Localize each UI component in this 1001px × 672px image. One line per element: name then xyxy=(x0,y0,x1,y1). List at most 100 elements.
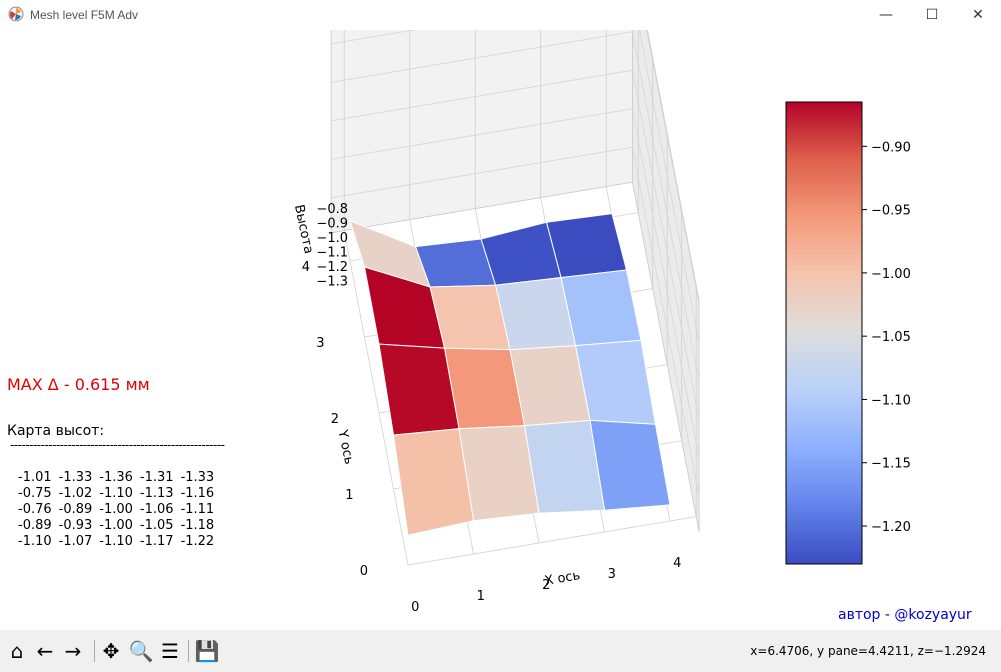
window-title: Mesh level F5M Adv xyxy=(30,8,139,22)
y-axis-label: Y ось xyxy=(334,428,356,466)
z-tick-label: −1.2 xyxy=(316,260,348,275)
height-map-cell: -1.11 xyxy=(180,502,215,517)
cursor-coordinates: x=6.4706, y pane=4.4211, z=−1.2924 xyxy=(750,644,986,658)
height-map-cell: -1.00 xyxy=(99,518,133,533)
axis-labels: 0 1 2 3 4 0 1 2 3 4 −0.8−0.9−1.0−1.1−1.2−1.3 X ось Y… xyxy=(291,202,681,615)
height-map-cell: -0.75 xyxy=(18,486,52,501)
height-map-cell: -1.10 xyxy=(18,534,52,549)
colorbar-tick-label: −1.05 xyxy=(871,330,911,345)
height-map-cell: -1.17 xyxy=(139,534,174,549)
height-map-cell: -1.13 xyxy=(139,486,174,501)
author-credit: автор - @kozyayur xyxy=(838,607,972,623)
height-map-cell: -1.07 xyxy=(58,534,93,549)
z-gridline xyxy=(331,30,700,343)
colorbar-tick-label: −0.95 xyxy=(871,204,911,219)
colorbar-tick-label: −1.20 xyxy=(871,520,911,535)
height-map-cell: -1.31 xyxy=(139,470,174,485)
height-map-row: -0.75 -1.02 -1.10 -1.13 -1.16 xyxy=(18,486,221,502)
y-tick-label: 1 xyxy=(345,488,353,503)
forward-icon: → xyxy=(64,639,82,663)
y-tick-label: 2 xyxy=(331,412,339,427)
forward-button[interactable]: → xyxy=(60,638,86,664)
height-map-row: -1.01 -1.33 -1.36 -1.31 -1.33 xyxy=(18,470,221,486)
close-icon: ✕ xyxy=(972,7,984,23)
height-map-cell: -0.89 xyxy=(58,502,93,517)
z-gridline xyxy=(331,146,700,497)
surface-3d-axes[interactable]: 0 1 2 3 4 0 1 2 3 4 −0.8−0.9−1.0−1.1−1.2−1.3 X ось Y… xyxy=(0,30,1001,630)
height-map-table: -1.01 -1.33 -1.36 -1.31 -1.33 -0.75 -1.02 -1.10… xyxy=(18,470,221,550)
figure-canvas[interactable]: Mesh level F5M Adv MAX Δ - 0.615 мм Карт… xyxy=(0,30,1001,630)
toolbar-divider xyxy=(188,640,189,662)
x-tick-label: 2 xyxy=(542,578,550,593)
y-tick-label: 4 xyxy=(302,260,310,275)
colorbar: −0.90 −0.95 −1.00 −1.05 −1.10 −1.15 −1.20 xyxy=(785,101,911,565)
z-tick-label: −0.9 xyxy=(316,217,348,232)
height-map-cell: -1.05 xyxy=(139,518,174,533)
home-button[interactable]: ⌂ xyxy=(4,638,30,664)
close-button[interactable]: ✕ xyxy=(955,0,1001,30)
colorbar-gradient xyxy=(785,101,863,565)
height-map-row: -0.76 -0.89 -1.00 -1.06 -1.11 xyxy=(18,502,221,518)
height-map-cell: -1.22 xyxy=(180,534,215,549)
height-map-cell: -1.36 xyxy=(99,470,133,485)
height-map-cell: -1.18 xyxy=(180,518,215,533)
z-tick-label: −1.3 xyxy=(316,275,348,290)
height-map-label: Карта высот: xyxy=(7,423,105,439)
configure-subplots-icon: ☰ xyxy=(161,639,179,663)
matplotlib-logo-icon xyxy=(8,6,24,22)
z-gridline xyxy=(331,31,700,382)
pan-icon: ✥ xyxy=(102,639,120,663)
colorbar-tick-label: −1.15 xyxy=(871,457,911,472)
navigation-toolbar: ⌂ ← → ✥ 🔍 ☰ 💾 x=6.4706, y pane=4.4211, z=−1.29… xyxy=(0,630,1001,672)
back-button[interactable]: ← xyxy=(32,638,58,664)
floor-gridline xyxy=(407,516,697,566)
back-pane xyxy=(330,30,633,234)
home-icon: ⌂ xyxy=(10,639,24,663)
x-tick-label: 1 xyxy=(477,589,485,604)
height-map-cell: -1.33 xyxy=(58,470,93,485)
z-tick-label: −1.0 xyxy=(316,231,348,246)
x-axis-label: X ось xyxy=(543,568,581,589)
colorbar-tick-label: −1.10 xyxy=(871,393,911,408)
save-button[interactable]: 💾 xyxy=(194,638,220,664)
back-icon: ← xyxy=(36,639,54,663)
height-map-cell: -1.00 xyxy=(99,502,133,517)
height-map-cell: -1.02 xyxy=(58,486,93,501)
z-gridline xyxy=(331,69,700,420)
right-pane xyxy=(632,30,700,532)
z-gridline xyxy=(646,30,700,305)
floor-gridline xyxy=(343,230,409,566)
colorbar-tick-label: −0.90 xyxy=(871,140,911,155)
z-gridline xyxy=(331,108,700,459)
x-tick-label: 3 xyxy=(608,567,616,582)
configure-subplots-button[interactable]: ☰ xyxy=(157,638,183,664)
height-map-cell: -1.01 xyxy=(18,470,52,485)
title-bar: Mesh level F5M Adv — ☐ ✕ xyxy=(0,0,1001,30)
height-map-cell: -1.10 xyxy=(99,534,133,549)
z-axis-label: Высота xyxy=(291,203,316,255)
y-tick-label: 0 xyxy=(360,564,368,579)
minimize-icon: — xyxy=(879,7,893,23)
height-map-cell: -1.06 xyxy=(139,502,174,517)
height-map-row: -1.10 -1.07 -1.10 -1.17 -1.22 xyxy=(18,534,221,550)
height-map-cell: -0.89 xyxy=(18,518,52,533)
minimize-button[interactable]: — xyxy=(863,0,909,30)
max-delta-text: MAX Δ - 0.615 мм xyxy=(7,375,150,394)
height-map-cell: -1.33 xyxy=(180,470,215,485)
height-map-cell: -1.16 xyxy=(180,486,215,501)
x-tick-label: 0 xyxy=(411,600,419,615)
toolbar-divider xyxy=(94,640,95,662)
pan-button[interactable]: ✥ xyxy=(98,638,124,664)
height-map-row: -0.89 -0.93 -1.00 -1.05 -1.18 xyxy=(18,518,221,534)
height-map-cell: -0.76 xyxy=(18,502,52,517)
zoom-button[interactable]: 🔍 xyxy=(128,638,154,664)
maximize-button[interactable]: ☐ xyxy=(909,0,955,30)
z-tick-label: −0.8 xyxy=(316,202,348,217)
maximize-icon: ☐ xyxy=(925,7,939,23)
surface-patch xyxy=(392,428,475,536)
save-icon: 💾 xyxy=(194,639,220,663)
surface xyxy=(349,213,671,536)
y-tick-label: 3 xyxy=(316,336,324,351)
height-map-cell: -0.93 xyxy=(58,518,93,533)
zoom-icon: 🔍 xyxy=(128,639,154,663)
